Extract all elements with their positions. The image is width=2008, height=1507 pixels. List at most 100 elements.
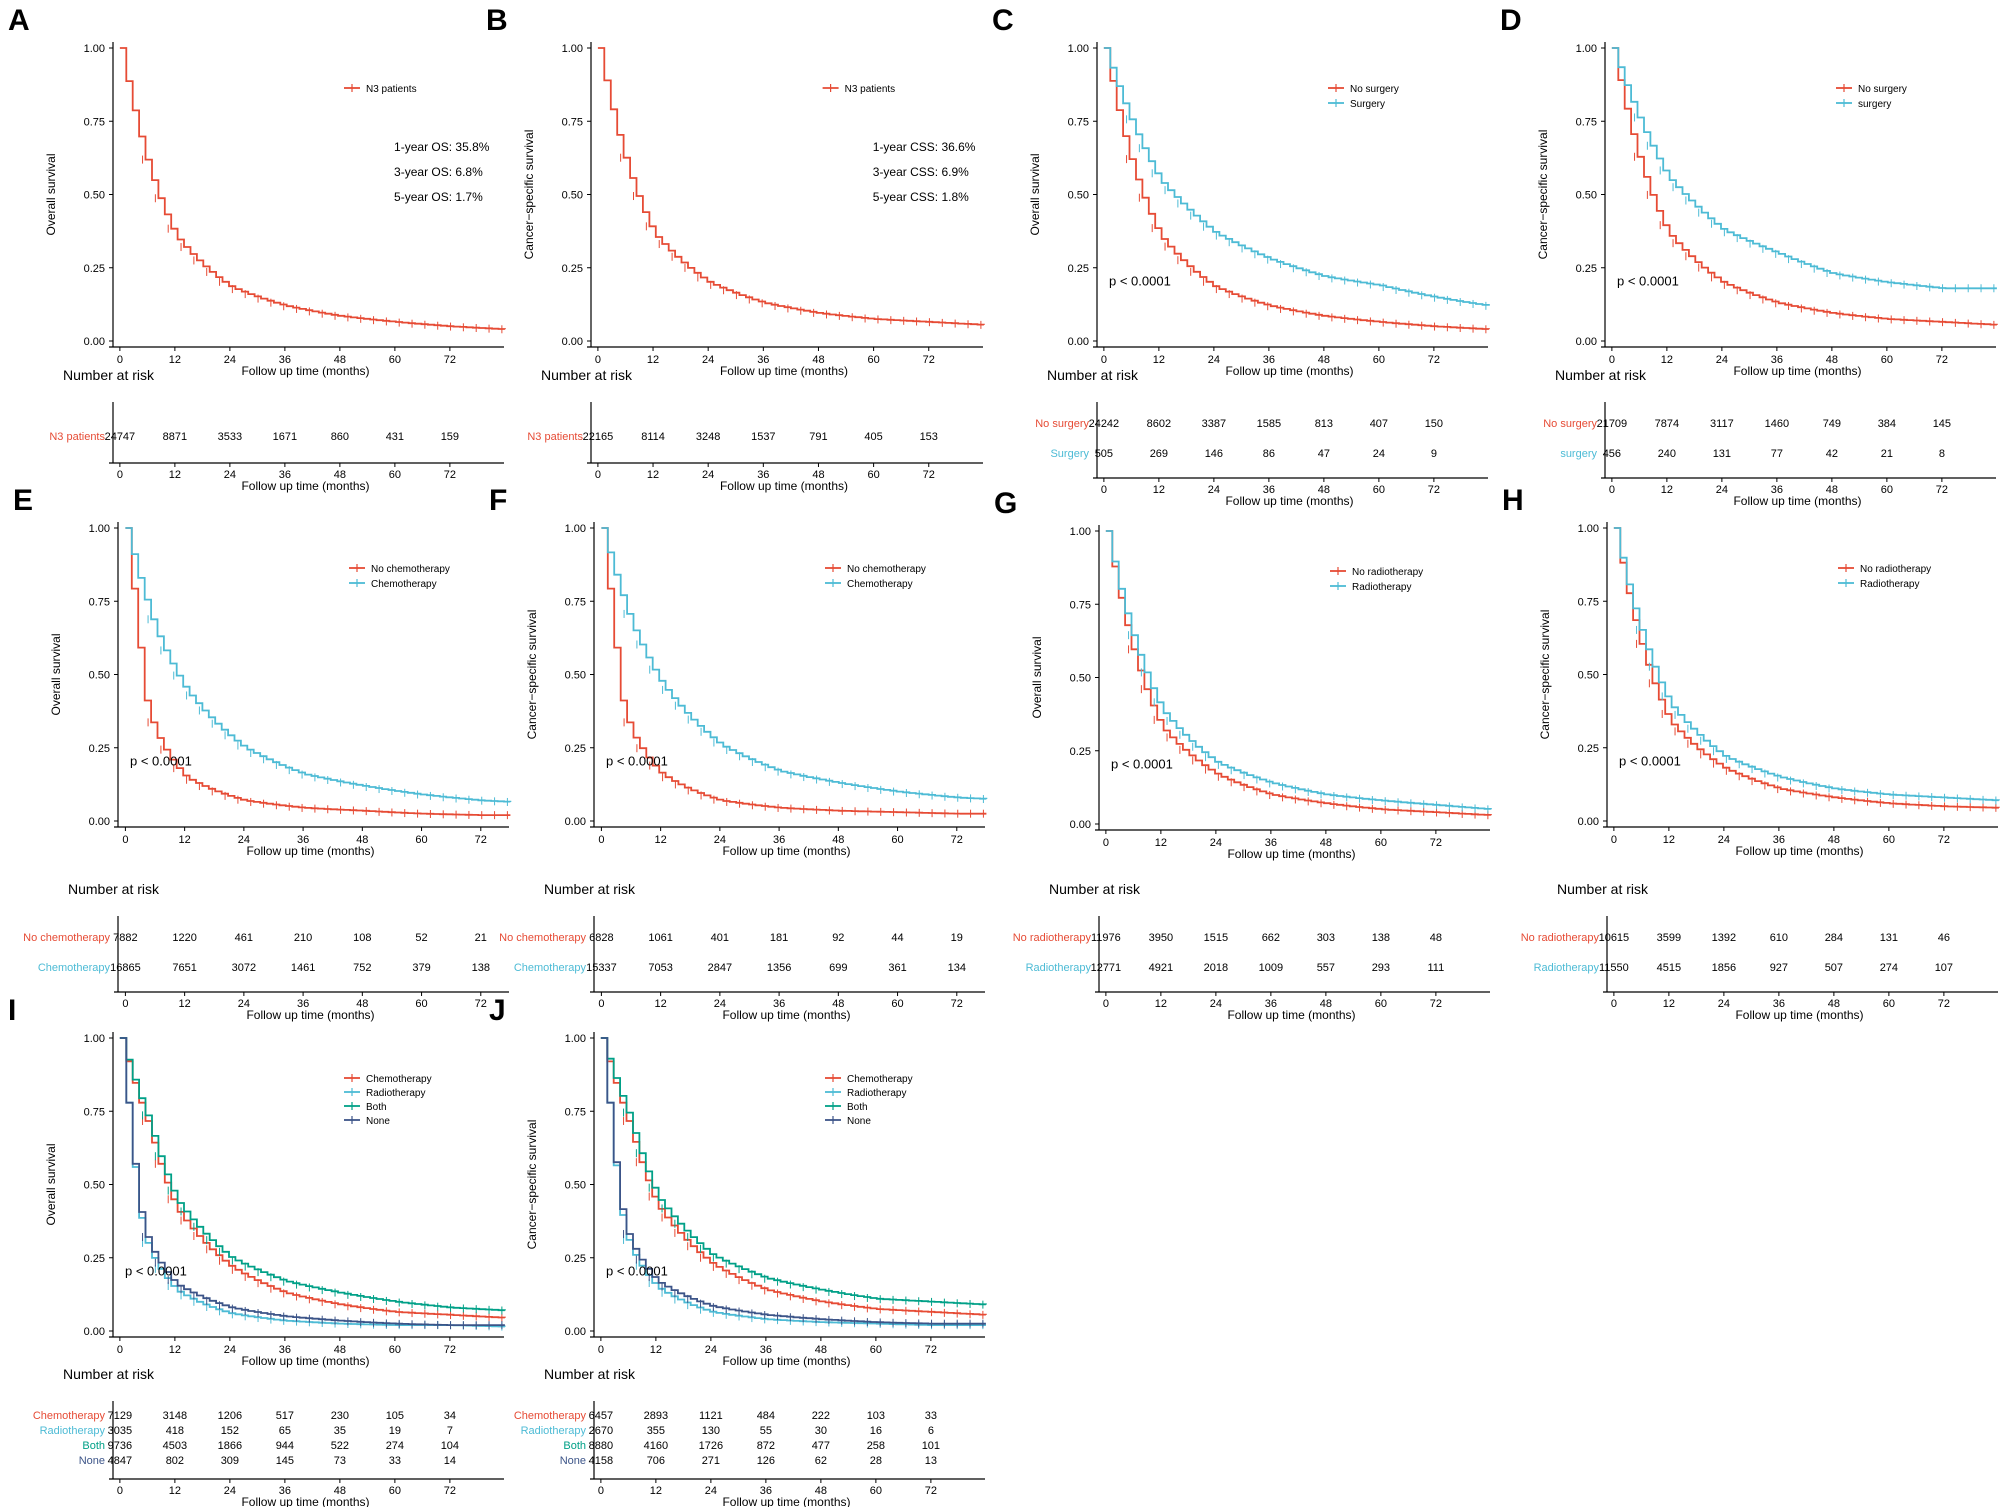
survival-curve — [1103, 47, 1490, 306]
x-tick-label: 72 — [475, 834, 487, 846]
risk-count: 284 — [1825, 932, 1843, 944]
x-tick-label: 48 — [334, 354, 346, 366]
x-tick-label: 36 — [1773, 834, 1785, 846]
risk-count: 21 — [475, 932, 487, 944]
x-tick-label: 36 — [1263, 354, 1275, 366]
y-tick-label: 0.00 — [84, 1326, 105, 1338]
risk-group-label: Radiotherapy — [521, 1425, 587, 1437]
risk-count: 138 — [472, 962, 490, 974]
x-tick-label: 24 — [224, 1344, 236, 1356]
risk-count: 274 — [386, 1440, 404, 1452]
y-tick-label: 0.75 — [562, 116, 583, 128]
x-tick-label: 60 — [389, 1344, 401, 1356]
risk-count: 8602 — [1147, 418, 1171, 430]
x-tick-label: 36 — [1771, 354, 1783, 366]
x-tick-label: 48 — [356, 834, 368, 846]
risk-x-tick-label: 12 — [169, 469, 181, 481]
risk-count: 258 — [867, 1440, 885, 1452]
legend-label: Both — [847, 1102, 868, 1113]
risk-group-label: No surgery — [1035, 418, 1089, 430]
risk-count: 62 — [815, 1455, 827, 1467]
panel-d: D 0.00 0.25 0.50 0.75 1.00 0 12 24 36 48 60 72 Follow… — [1500, 4, 1998, 508]
risk-group-label: Chemotherapy — [33, 1410, 106, 1422]
risk-count: 16 — [870, 1425, 882, 1437]
risk-count: 21709 — [1597, 418, 1628, 430]
risk-count: 293 — [1372, 962, 1390, 974]
risk-table-title: Number at risk — [68, 881, 160, 897]
risk-x-tick-label: 60 — [1373, 484, 1385, 496]
panel-letter: J — [489, 994, 506, 1027]
risk-count: 431 — [386, 431, 404, 443]
x-tick-label: 0 — [1611, 834, 1617, 846]
risk-x-tick-label: 72 — [1938, 998, 1950, 1010]
risk-count: 401 — [711, 932, 729, 944]
x-tick-label: 0 — [1101, 354, 1107, 366]
risk-count: 145 — [1933, 418, 1951, 430]
y-tick-label: 0.25 — [84, 1253, 105, 1265]
survival-curve — [1611, 47, 1997, 290]
x-tick-label: 24 — [1718, 834, 1730, 846]
risk-count: 240 — [1658, 448, 1676, 460]
annotation-text: 1-year OS: 35.8% — [394, 140, 490, 154]
survival-curve — [600, 1037, 987, 1316]
risk-count: 92 — [832, 932, 844, 944]
risk-count: 52 — [415, 932, 427, 944]
risk-count: 517 — [276, 1410, 294, 1422]
risk-count: 7053 — [648, 962, 672, 974]
risk-x-tick-label: 24 — [702, 469, 714, 481]
risk-x-tick-label: 12 — [647, 469, 659, 481]
risk-x-tick-label: 24 — [1718, 998, 1730, 1010]
x-tick-label: 24 — [1716, 354, 1728, 366]
legend-label: None — [366, 1116, 390, 1127]
risk-group-label: Radiotherapy — [1026, 962, 1092, 974]
risk-table-title: Number at risk — [1049, 881, 1141, 897]
y-tick-label: 0.00 — [1068, 336, 1089, 348]
risk-count: 3599 — [1657, 932, 1681, 944]
legend-label: No chemotherapy — [371, 564, 450, 575]
risk-group-label: Chemotherapy — [514, 962, 587, 974]
risk-count: 1856 — [1712, 962, 1736, 974]
x-tick-label: 24 — [224, 354, 236, 366]
risk-table-title: Number at risk — [544, 881, 636, 897]
legend-label: No radiotherapy — [1860, 564, 1931, 575]
risk-count: 610 — [1770, 932, 1788, 944]
risk-count: 2893 — [644, 1410, 668, 1422]
panel-i: I 0.00 0.25 0.50 0.75 1.00 0 12 24 36 48 60 72 Follow… — [8, 994, 506, 1507]
risk-count: 77 — [1771, 448, 1783, 460]
y-tick-label: 0.75 — [1576, 116, 1597, 128]
risk-x-tick-label: 72 — [951, 998, 963, 1010]
x-tick-label: 0 — [122, 834, 128, 846]
survival-curve — [119, 1037, 505, 1326]
y-tick-label: 0.75 — [565, 1106, 586, 1118]
panel-h: H 0.00 0.25 0.50 0.75 1.00 0 12 24 36 48 60 72 Follow… — [1502, 484, 2000, 1022]
risk-count: 11550 — [1599, 962, 1629, 974]
y-tick-label: 0.25 — [1068, 263, 1089, 275]
x-tick-label: 24 — [705, 1344, 717, 1356]
p-value: p < 0.0001 — [130, 753, 192, 768]
x-tick-label: 12 — [1155, 837, 1167, 849]
x-tick-label: 24 — [1208, 354, 1220, 366]
y-tick-label: 0.75 — [89, 596, 110, 608]
y-axis-label: Overall survival — [1028, 153, 1042, 235]
panel-g: G 0.00 0.25 0.50 0.75 1.00 0 12 24 36 48 60 72 Follow… — [994, 487, 1492, 1022]
risk-count: 484 — [757, 1410, 775, 1422]
risk-x-tick-label: 36 — [1773, 998, 1785, 1010]
legend-label: Surgery — [1350, 99, 1385, 110]
survival-curve — [119, 1037, 506, 1319]
risk-count: 134 — [948, 962, 966, 974]
risk-x-axis-label: Follow up time (months) — [1225, 494, 1353, 508]
y-tick-label: 0.25 — [84, 263, 105, 275]
p-value: p < 0.0001 — [1111, 756, 1173, 771]
risk-count: 1356 — [767, 962, 791, 974]
risk-x-tick-label: 12 — [655, 998, 667, 1010]
risk-count: 12771 — [1091, 962, 1122, 974]
panel-letter: H — [1502, 484, 1524, 517]
risk-x-tick-label: 0 — [117, 1485, 123, 1497]
risk-count: 11976 — [1091, 932, 1121, 944]
risk-count: 1220 — [172, 932, 196, 944]
panel-e: E 0.00 0.25 0.50 0.75 1.00 0 12 24 36 48 60 72 Follow… — [13, 484, 512, 1022]
x-tick-label: 36 — [773, 834, 785, 846]
y-tick-label: 0.50 — [84, 1180, 105, 1192]
risk-count: 8 — [1939, 448, 1945, 460]
risk-x-tick-label: 0 — [122, 998, 128, 1010]
